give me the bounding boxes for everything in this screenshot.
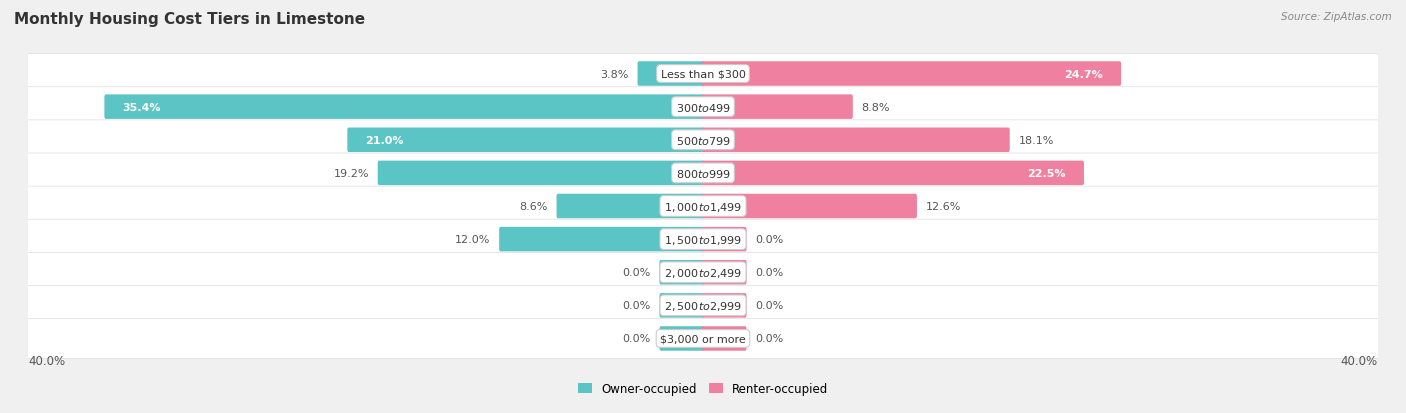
- FancyBboxPatch shape: [347, 128, 704, 153]
- FancyBboxPatch shape: [22, 88, 1384, 127]
- FancyBboxPatch shape: [702, 95, 853, 120]
- Text: 0.0%: 0.0%: [755, 301, 783, 311]
- Text: $2,000 to $2,499: $2,000 to $2,499: [664, 266, 742, 279]
- Text: 8.6%: 8.6%: [519, 202, 548, 211]
- FancyBboxPatch shape: [659, 326, 704, 351]
- Text: 0.0%: 0.0%: [623, 301, 651, 311]
- Text: Less than $300: Less than $300: [661, 69, 745, 79]
- FancyBboxPatch shape: [104, 95, 704, 120]
- Text: 0.0%: 0.0%: [755, 235, 783, 244]
- FancyBboxPatch shape: [22, 121, 1384, 160]
- Text: $1,000 to $1,499: $1,000 to $1,499: [664, 200, 742, 213]
- FancyBboxPatch shape: [22, 319, 1384, 358]
- FancyBboxPatch shape: [378, 161, 704, 186]
- Legend: Owner-occupied, Renter-occupied: Owner-occupied, Renter-occupied: [578, 382, 828, 395]
- FancyBboxPatch shape: [22, 286, 1384, 325]
- Text: 35.4%: 35.4%: [122, 102, 162, 112]
- Text: $800 to $999: $800 to $999: [675, 168, 731, 179]
- Text: 22.5%: 22.5%: [1028, 169, 1066, 178]
- Text: 0.0%: 0.0%: [623, 268, 651, 278]
- Text: 40.0%: 40.0%: [1341, 354, 1378, 367]
- Text: 0.0%: 0.0%: [755, 334, 783, 344]
- FancyBboxPatch shape: [702, 62, 1121, 87]
- Text: Monthly Housing Cost Tiers in Limestone: Monthly Housing Cost Tiers in Limestone: [14, 12, 366, 27]
- FancyBboxPatch shape: [702, 194, 917, 219]
- FancyBboxPatch shape: [702, 161, 1084, 186]
- Text: 24.7%: 24.7%: [1064, 69, 1102, 79]
- Text: 8.8%: 8.8%: [862, 102, 890, 112]
- FancyBboxPatch shape: [702, 260, 747, 285]
- FancyBboxPatch shape: [557, 194, 704, 219]
- Text: Source: ZipAtlas.com: Source: ZipAtlas.com: [1281, 12, 1392, 22]
- FancyBboxPatch shape: [659, 260, 704, 285]
- FancyBboxPatch shape: [22, 220, 1384, 259]
- FancyBboxPatch shape: [702, 326, 747, 351]
- Text: 21.0%: 21.0%: [366, 135, 404, 145]
- Text: $300 to $499: $300 to $499: [675, 102, 731, 113]
- Text: 12.0%: 12.0%: [456, 235, 491, 244]
- Text: 18.1%: 18.1%: [1018, 135, 1054, 145]
- FancyBboxPatch shape: [702, 293, 747, 318]
- Text: 12.6%: 12.6%: [925, 202, 962, 211]
- Text: 40.0%: 40.0%: [28, 354, 65, 367]
- FancyBboxPatch shape: [22, 154, 1384, 193]
- Text: $1,500 to $1,999: $1,500 to $1,999: [664, 233, 742, 246]
- Text: $500 to $799: $500 to $799: [675, 135, 731, 146]
- FancyBboxPatch shape: [22, 253, 1384, 292]
- Text: 3.8%: 3.8%: [600, 69, 628, 79]
- FancyBboxPatch shape: [637, 62, 704, 87]
- FancyBboxPatch shape: [702, 128, 1010, 153]
- Text: 0.0%: 0.0%: [623, 334, 651, 344]
- Text: $3,000 or more: $3,000 or more: [661, 334, 745, 344]
- Text: 19.2%: 19.2%: [333, 169, 368, 178]
- FancyBboxPatch shape: [702, 227, 747, 252]
- FancyBboxPatch shape: [22, 55, 1384, 94]
- FancyBboxPatch shape: [22, 187, 1384, 226]
- Text: $2,500 to $2,999: $2,500 to $2,999: [664, 299, 742, 312]
- FancyBboxPatch shape: [659, 293, 704, 318]
- FancyBboxPatch shape: [499, 227, 704, 252]
- Text: 0.0%: 0.0%: [755, 268, 783, 278]
